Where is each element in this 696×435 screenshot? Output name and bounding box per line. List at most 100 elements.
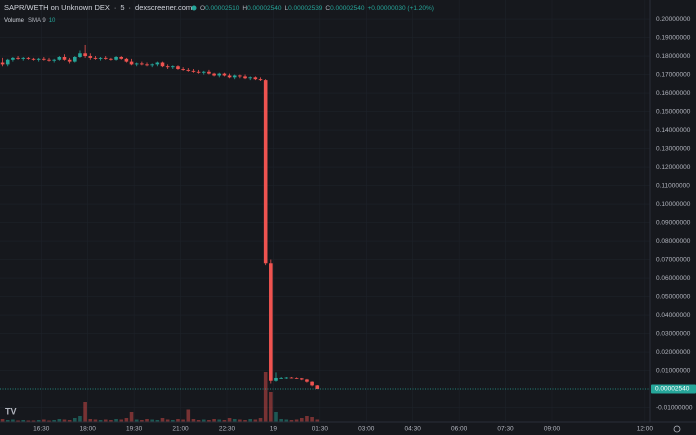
- ohlc-change: +0.00000030 (+1.20%): [367, 5, 434, 12]
- volume-bar: [222, 420, 227, 422]
- volume-bar: [165, 419, 170, 422]
- x-tick-label: 09:00: [544, 426, 561, 433]
- volume-name: Volume: [4, 18, 25, 24]
- x-tick-label: 16:30: [33, 426, 50, 433]
- candles: [0, 44, 320, 390]
- volume-bar: [5, 420, 10, 422]
- y-tick-label: 0.04000000: [656, 312, 691, 319]
- volume-legend: Volume SMA 9 10: [4, 18, 56, 24]
- candle-body: [238, 75, 242, 77]
- volume-bar: [42, 419, 46, 422]
- y-tick-label: -0.01000000: [656, 404, 693, 411]
- candle-body: [88, 56, 93, 58]
- candle-body: [129, 61, 134, 65]
- tradingview-logo: TV: [5, 406, 17, 416]
- volume-bar: [212, 419, 216, 422]
- candle-body: [191, 70, 196, 72]
- header: SAPR/WETH on Unknown DEX · 5 · dexscreener.c…: [4, 3, 192, 12]
- y-tick-label: 0.10000000: [656, 201, 691, 208]
- last-price-label: 0.00002540: [655, 386, 690, 393]
- volume-bar: [134, 419, 139, 422]
- candle-body: [114, 56, 118, 60]
- candle-body: [31, 58, 36, 60]
- volume-bar: [52, 420, 56, 422]
- y-tick-label: 0.14000000: [656, 127, 691, 134]
- candle-body: [109, 58, 113, 60]
- candle-body: [222, 73, 227, 76]
- volume-bar: [217, 419, 222, 422]
- candle-body: [289, 377, 294, 379]
- candle-body: [258, 79, 263, 81]
- x-tick-label: 06:00: [451, 426, 468, 433]
- volume-pane: [0, 372, 320, 422]
- volume-bar: [26, 420, 31, 422]
- candle-body: [207, 71, 211, 74]
- candle-body: [150, 64, 154, 66]
- volume-bar: [124, 418, 129, 422]
- candle-body: [36, 58, 41, 60]
- y-tick-label: 0.12000000: [656, 164, 691, 171]
- volume-bar: [83, 402, 87, 422]
- candle-body: [217, 73, 222, 76]
- volume-bar: [67, 420, 72, 422]
- y-tick-label: 0.19000000: [656, 34, 691, 41]
- candle-body: [181, 69, 185, 70]
- x-tick-label: 19: [270, 426, 278, 433]
- volume-bar: [57, 419, 62, 422]
- candle-body: [145, 64, 149, 66]
- candle-body: [299, 378, 304, 380]
- candle-body: [11, 57, 15, 60]
- x-tick-label: 03:00: [358, 426, 375, 433]
- volume-bar: [279, 419, 283, 422]
- x-tick-label: 07:30: [497, 426, 514, 433]
- y-tick-label: 0.16000000: [656, 90, 691, 97]
- x-tick-label: 21:00: [172, 426, 189, 433]
- candle-body: [57, 56, 62, 60]
- ohlc-key: H: [242, 5, 247, 12]
- volume-bar: [150, 419, 154, 422]
- volume-bar: [93, 419, 98, 422]
- x-tick-label: 22:30: [219, 426, 236, 433]
- ohlc-key: L: [284, 5, 288, 12]
- candle-body: [52, 59, 56, 61]
- last-price-box: [651, 384, 696, 394]
- y-tick-label: 0.18000000: [656, 53, 691, 60]
- candle-body: [201, 71, 206, 73]
- y-tick-label: 0.09000000: [656, 219, 691, 226]
- volume-bar: [315, 419, 320, 422]
- candle-body: [16, 57, 20, 59]
- volume-bar: [72, 418, 77, 422]
- volume-bar: [310, 417, 314, 422]
- candle-body: [186, 69, 191, 71]
- volume-bar: [16, 420, 20, 422]
- volume-bar: [140, 420, 144, 422]
- candle-body: [124, 58, 129, 62]
- interval: 5: [120, 3, 124, 12]
- candle-body: [72, 56, 77, 62]
- candle-body: [83, 53, 87, 57]
- x-tick-label: 04:30: [405, 426, 422, 433]
- volume-bar: [171, 420, 175, 422]
- candle-body: [212, 73, 216, 76]
- candle-body: [93, 57, 98, 59]
- candle-body: [47, 59, 51, 61]
- candle-body: [119, 56, 124, 59]
- candle-body: [0, 62, 5, 65]
- volume-bar: [155, 420, 160, 422]
- volume-bar: [186, 409, 191, 422]
- y-tick-label: 0.07000000: [656, 256, 691, 263]
- y-tick-label: 0.15000000: [656, 108, 691, 115]
- candle-body: [21, 57, 26, 59]
- candle-body: [279, 377, 283, 379]
- y-tick-label: 0.02000000: [656, 349, 691, 356]
- candle-body: [62, 56, 67, 60]
- status-dot: [191, 5, 197, 11]
- candle-body: [248, 77, 253, 79]
- settings-icon[interactable]: [673, 425, 681, 433]
- volume-bar: [114, 419, 118, 422]
- ohlc-value: 0.00002539: [288, 5, 323, 12]
- volume-bar: [176, 419, 180, 422]
- ohlc-key: O: [200, 5, 205, 12]
- x-tick-label: 18:00: [80, 426, 97, 433]
